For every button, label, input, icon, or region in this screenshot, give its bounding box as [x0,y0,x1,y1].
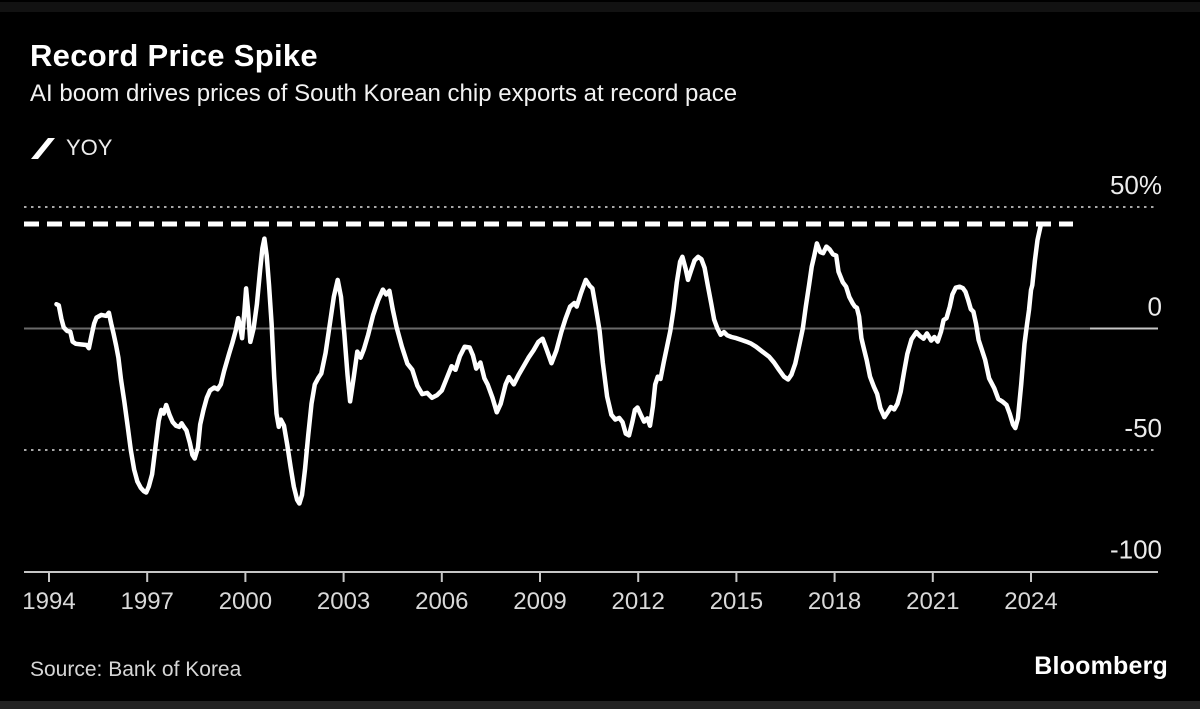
source-note: Source: Bank of Korea [30,658,242,681]
y-axis-label: 50% [1110,170,1162,200]
x-axis-label: 1997 [121,588,174,615]
bottom-border [0,701,1200,709]
x-axis-label: 2015 [710,588,763,615]
x-axis-label: 2018 [808,588,861,615]
x-axis-label: 2000 [219,588,272,615]
y-axis-label: -50 [1124,413,1162,443]
page-title: Record Price Spike [30,38,318,73]
y-axis-label: 0 [1148,292,1162,322]
legend: YOY [30,135,112,161]
legend-label: YOY [66,135,113,160]
x-axis-label: 2024 [1004,588,1057,615]
x-axis-label: 2009 [513,588,566,615]
x-axis-label: 2006 [415,588,468,615]
line-series-icon [30,137,56,159]
y-axis-label: -100 [1110,535,1162,565]
x-axis-label: 2012 [612,588,665,615]
x-axis-label: 2003 [317,588,370,615]
chart-subtitle: AI boom drives prices of South Korean ch… [30,80,738,107]
x-axis-label: 2021 [906,588,959,615]
bloomberg-logo: Bloomberg [1034,652,1168,680]
x-axis-label: 1994 [22,588,75,615]
yoy-series-line [54,222,1044,506]
top-border [0,2,1200,12]
